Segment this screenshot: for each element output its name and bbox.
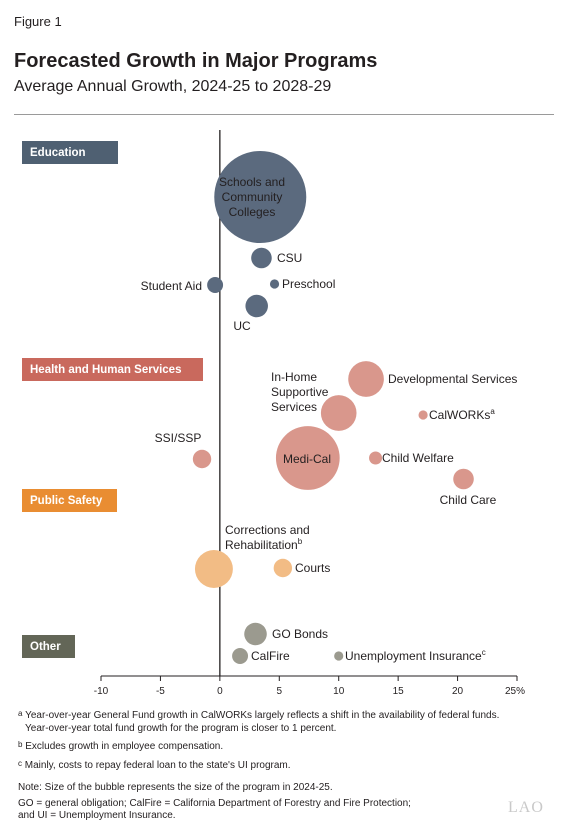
- category-label-bg-public-safety: [22, 489, 117, 512]
- footnote-c: c Mainly, costs to repay federal loan to…: [18, 759, 563, 773]
- bubble-child-care: [453, 468, 474, 490]
- x-tick-label: 20: [452, 686, 464, 697]
- category-label-other: Other: [30, 641, 61, 653]
- bubble-note-calworks: a: [490, 407, 495, 416]
- x-tick-label: 10: [333, 686, 345, 697]
- bubble-label-go-bonds: GO Bonds: [272, 627, 328, 641]
- bubble-label-in-home-supportive-services: Services: [271, 400, 317, 414]
- footnote-c-marker: c: [18, 759, 22, 768]
- category-label-education: Education: [30, 147, 86, 159]
- bubble-label-student-aid: Student Aid: [141, 279, 202, 293]
- category-label-bg-other: [22, 635, 75, 658]
- bubble-label-corrections-and-rehabilitation: Rehabilitationb: [225, 537, 303, 552]
- bubble-schools-and-community-colleges: [214, 151, 307, 243]
- bubble-label-in-home-supportive-services: In-Home: [271, 370, 317, 384]
- category-label-bg-health-and-human-services: [22, 358, 203, 381]
- lao-logo: LAO: [508, 799, 544, 816]
- bubble-medi-cal: [275, 426, 340, 490]
- bubble-label-medi-cal: Medi-Cal: [283, 452, 331, 466]
- bubble-label-unemployment-insurance: Unemployment Insurancec: [345, 648, 486, 663]
- bubble-label-schools-and-community-colleges: Colleges: [229, 205, 276, 219]
- category-label-bg-education: [22, 141, 118, 164]
- category-label-health-and-human-services: Health and Human Services: [30, 364, 181, 376]
- bubble-go-bonds: [244, 622, 267, 646]
- footnote-b-line1: Excludes growth in employee compensation…: [25, 741, 224, 752]
- bubble-label-corrections-and-rehabilitation: Corrections and: [225, 523, 310, 537]
- bubble-calfire: [232, 648, 249, 664]
- bubble-label-child-welfare: Child Welfare: [382, 451, 454, 465]
- bubble-student-aid: [207, 277, 224, 293]
- footnote-a-marker: a: [18, 709, 23, 718]
- x-tick-label: 5: [277, 686, 283, 697]
- bubble-calworks: [418, 410, 428, 420]
- footnote-a-line1: Year-over-year General Fund growth in Ca…: [25, 710, 500, 721]
- chart-subtitle: Average Annual Growth, 2024-25 to 2028-2…: [14, 78, 332, 95]
- note-line3: and UI = Unemployment Insurance.: [18, 810, 176, 821]
- footnote-a: a Year-over-year General Fund growth in …: [18, 709, 563, 735]
- bubble-note-unemployment-insurance: c: [482, 648, 486, 657]
- bubble-label-schools-and-community-colleges: Schools and: [219, 175, 285, 189]
- bubble-csu: [251, 247, 272, 269]
- bubble-label-csu: CSU: [277, 251, 302, 265]
- bubble-label-calfire: CalFire: [251, 649, 290, 663]
- bubble-ssi-ssp: [192, 449, 212, 469]
- footnote-b-marker: b: [18, 740, 23, 749]
- bubble-unemployment-insurance: [334, 651, 344, 661]
- bubble-label-calworks: CalWORKsa: [429, 407, 495, 422]
- bubble-developmental-services: [348, 361, 384, 397]
- bubble-label-in-home-supportive-services: Supportive: [271, 385, 329, 399]
- x-tick-label: 15: [393, 686, 405, 697]
- bubble-label-courts: Courts: [295, 561, 330, 575]
- bubble-corrections-and-rehabilitation: [194, 550, 233, 588]
- x-tick-label: -10: [94, 686, 109, 697]
- category-label-public-safety: Public Safety: [30, 495, 103, 507]
- figure-label: Figure 1: [14, 14, 62, 29]
- footnote-b: b Excludes growth in employee compensati…: [18, 740, 563, 754]
- chart-notes: Note: Size of the bubble represents the …: [18, 782, 563, 823]
- footnote-a-line2: Year-over-year total fund growth for the…: [25, 722, 337, 734]
- bubble-label-preschool: Preschool: [282, 277, 335, 291]
- note-line1: Note: Size of the bubble represents the …: [18, 782, 333, 793]
- bubble-courts: [273, 558, 293, 578]
- bubble-label-ssi-ssp: SSI/SSP: [155, 431, 202, 445]
- bubble-in-home-supportive-services: [320, 395, 357, 431]
- bubble-label-child-care: Child Care: [440, 493, 497, 507]
- bubble-note-corrections-and-rehabilitation: b: [298, 537, 303, 546]
- bubble-uc: [245, 294, 268, 318]
- bubble-label-uc: UC: [233, 319, 251, 333]
- footnote-c-line1: Mainly, costs to repay federal loan to t…: [24, 760, 291, 771]
- x-tick-label: 25%: [505, 686, 525, 697]
- chart-title: Forecasted Growth in Major Programs: [14, 50, 378, 72]
- bubble-preschool: [269, 279, 280, 289]
- title-rule: [14, 114, 554, 115]
- x-tick-label: 0: [217, 686, 223, 697]
- bubble-child-welfare: [369, 451, 383, 465]
- bubble-label-schools-and-community-colleges: Community: [222, 190, 283, 204]
- x-tick-label: -5: [156, 686, 165, 697]
- bubble-label-developmental-services: Developmental Services: [388, 372, 517, 386]
- note-line2: GO = general obligation; CalFire = Calif…: [18, 797, 411, 809]
